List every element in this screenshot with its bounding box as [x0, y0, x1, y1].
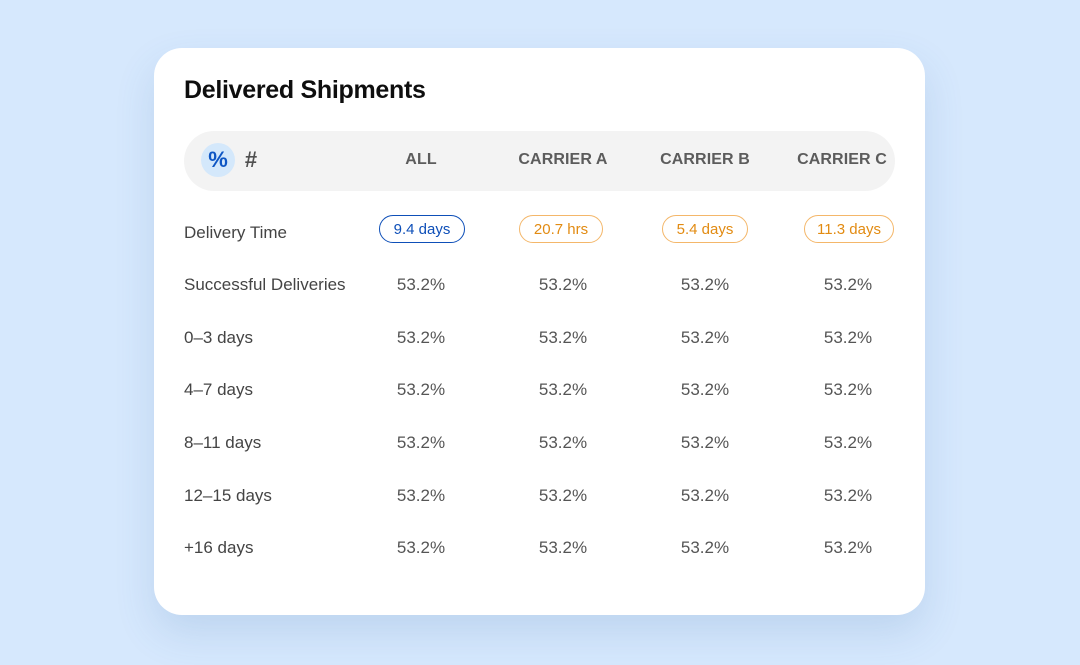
- card-title: Delivered Shipments: [184, 76, 426, 104]
- column-header-all[interactable]: ALL: [405, 151, 437, 168]
- table-cell: 53.2%: [538, 380, 588, 399]
- delivered-shipments-card: Delivered Shipments % # ALL CARRIER A CA…: [154, 48, 925, 615]
- delivery-time-badge-carrier-a: 20.7 hrs: [519, 215, 603, 243]
- table-cell: 53.2%: [680, 486, 730, 505]
- table-header-bar: % # ALL CARRIER A CARRIER B CARRIER C: [184, 131, 895, 191]
- delivery-time-label: Delivery Time: [184, 223, 287, 242]
- table-cell: 53.2%: [396, 538, 446, 557]
- table-cell: 53.2%: [538, 538, 588, 557]
- column-header-carrier-a[interactable]: CARRIER A: [518, 151, 608, 168]
- table-cell: 53.2%: [538, 275, 588, 294]
- column-header-carrier-c[interactable]: CARRIER C: [797, 151, 887, 168]
- table-cell: 53.2%: [680, 380, 730, 399]
- row-label-successful-deliveries: Successful Deliveries: [184, 275, 346, 294]
- table-cell: 53.2%: [396, 486, 446, 505]
- table-cell: 53.2%: [396, 433, 446, 452]
- table-cell: 53.2%: [823, 538, 873, 557]
- row-label-0-3-days: 0–3 days: [184, 328, 253, 347]
- table-cell: 53.2%: [680, 538, 730, 557]
- table-cell: 53.2%: [538, 328, 588, 347]
- table-cell: 53.2%: [680, 275, 730, 294]
- table-cell: 53.2%: [396, 328, 446, 347]
- delivery-time-badge-all: 9.4 days: [379, 215, 465, 243]
- delivery-time-badge-carrier-b: 5.4 days: [662, 215, 748, 243]
- table-cell: 53.2%: [823, 380, 873, 399]
- table-cell: 53.2%: [538, 486, 588, 505]
- table-cell: 53.2%: [823, 486, 873, 505]
- table-cell: 53.2%: [823, 328, 873, 347]
- column-header-carrier-b[interactable]: CARRIER B: [660, 151, 750, 168]
- percent-toggle-icon[interactable]: %: [201, 143, 235, 177]
- table-cell: 53.2%: [396, 275, 446, 294]
- row-label-4-7-days: 4–7 days: [184, 380, 253, 399]
- delivery-time-badge-carrier-c: 11.3 days: [804, 215, 894, 243]
- table-cell: 53.2%: [538, 433, 588, 452]
- row-label-8-11-days: 8–11 days: [184, 433, 262, 452]
- row-label-12-15-days: 12–15 days: [184, 486, 272, 505]
- table-cell: 53.2%: [680, 328, 730, 347]
- table-cell: 53.2%: [823, 433, 873, 452]
- table-cell: 53.2%: [680, 433, 730, 452]
- count-toggle-icon[interactable]: #: [244, 147, 258, 172]
- table-cell: 53.2%: [823, 275, 873, 294]
- row-label-16-plus-days: +16 days: [184, 538, 254, 557]
- table-cell: 53.2%: [396, 380, 446, 399]
